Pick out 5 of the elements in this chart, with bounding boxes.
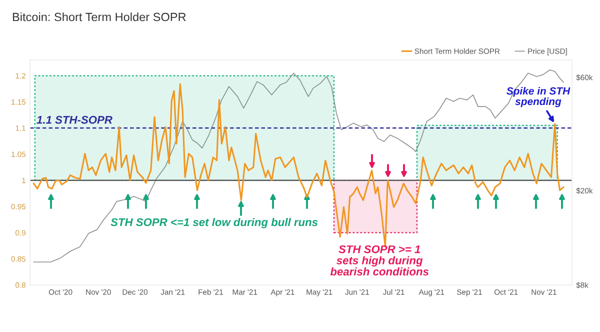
annotation: STH SOPR >= 1 sets high during bearish conditions	[330, 245, 429, 276]
annotation: STH SOPR <=1 set low during bull runs	[110, 218, 318, 228]
chart-title: Bitcoin: Short Term Holder SOPR	[12, 12, 186, 22]
annotation: Spike in STH spending	[506, 86, 570, 108]
ref-line-label: 1.1 STH-SOPR	[36, 116, 112, 124]
